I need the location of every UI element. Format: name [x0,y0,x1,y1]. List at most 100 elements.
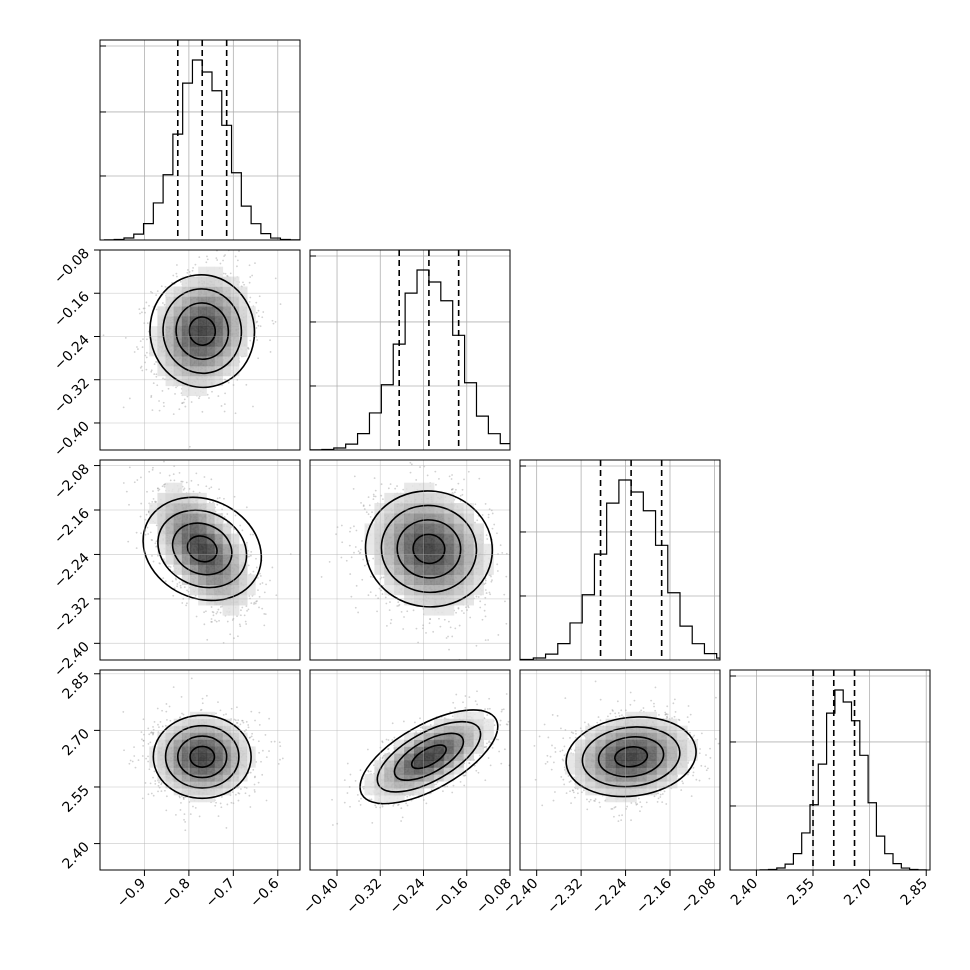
scatter-point [142,338,144,340]
density-cell [181,296,191,307]
scatter-point [241,606,244,609]
scatter-point [159,562,161,565]
scatter-point [443,618,446,621]
density-cell [230,584,240,596]
scatter-point [469,616,472,619]
density-cell [214,523,224,535]
density-cell [198,286,207,297]
density-cell [222,543,232,555]
scatter-point [484,503,487,505]
scatter-point [236,265,238,268]
density-cell [165,326,175,337]
scatter-point [210,618,213,620]
density-cell [214,365,224,377]
scatter-point [223,516,226,518]
scatter-point [167,387,170,390]
density-cell [181,574,191,586]
scatter-point [400,610,403,613]
scatter-point [449,451,451,453]
scatter-point [250,602,253,605]
scatter-point [179,584,182,587]
scatter-point [219,262,222,265]
density-cell [206,513,215,524]
scatter-point [380,589,383,592]
scatter-point [457,607,460,610]
scatter-point [447,635,449,638]
scatter-point [156,290,159,293]
density-cell [190,492,199,504]
scatter-point [380,494,383,497]
contour-line [162,288,243,375]
scatter-point [358,552,361,555]
scatter-point [454,627,457,630]
scatter-point [259,325,262,328]
scatter-point [479,606,482,609]
scatter-point [269,351,272,353]
scatter-point [355,584,358,587]
scatter-point [153,373,156,376]
density-cell [173,503,183,514]
scatter-point [176,585,179,588]
scatter-point [185,602,188,605]
density-cell [165,553,175,565]
scatter-point [136,346,138,348]
density-cell [190,513,199,524]
density-cell [165,503,175,514]
scatter-point [141,346,144,349]
scatter-point [242,663,244,665]
scatter-point [505,622,508,625]
scatter-point [256,600,258,602]
scatter-point [185,481,188,484]
scatter-point [357,550,360,553]
scatter-point [258,595,261,598]
scatter-point [157,489,160,492]
scatter-point [243,283,246,286]
scatter-point [211,620,213,623]
scatter-point [226,620,229,623]
density-cell [181,316,191,327]
scatter-point [174,577,177,580]
density-cell [238,345,248,357]
scatter-point [374,495,377,498]
scatter-point [219,611,222,614]
scatter-point [141,369,144,372]
scatter-point [140,532,142,535]
density-cell [238,553,248,565]
scatter-point [150,290,152,293]
scatter-point [245,383,248,386]
scatter-point [249,339,252,342]
scatter-point [367,594,370,597]
scatter-point [252,405,254,408]
density-cell [214,574,224,586]
density-cell [206,523,215,535]
scatter-point [169,566,172,568]
density-cell [181,533,191,545]
density-cell [190,503,199,514]
scatter-point [382,584,384,587]
density-cell [230,594,240,606]
scatter-point [258,295,261,298]
density-cell [206,543,215,555]
scatter-point [252,570,255,573]
density-cell [214,513,224,524]
panel-2-0: −2.40−2.32−2.24−2.16−2.08 [51,459,301,681]
density-cell [173,564,183,575]
density-cell [230,604,240,616]
scatter-point [499,544,502,547]
panels-group: −0.40−0.32−0.24−0.16−0.08−2.40−2.32−2.24… [51,39,931,917]
scatter-point [363,564,366,567]
scatter-point [169,479,172,482]
scatter-point [274,320,277,323]
density-cell [181,385,191,396]
scatter-point [151,468,154,471]
scatter-point [216,503,219,506]
scatter-point [186,269,189,271]
scatter-point [257,315,260,318]
density-cell [157,355,167,367]
scatter-point [217,608,220,611]
scatter-point [233,528,236,531]
density-cell [181,345,191,357]
scatter-point [161,485,164,488]
density-cell [165,336,175,347]
scatter-point [263,613,266,615]
